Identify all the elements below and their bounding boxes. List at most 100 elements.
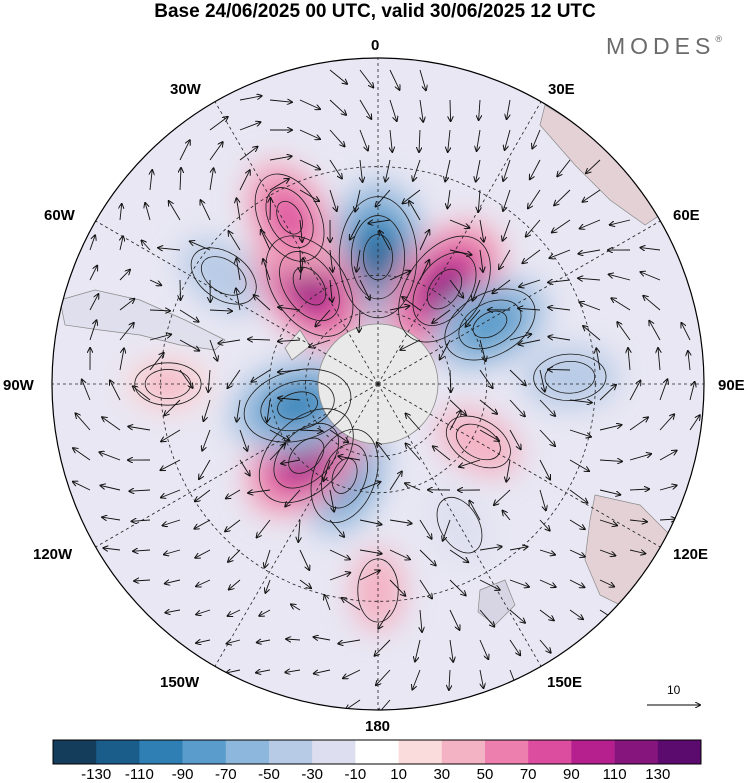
wind-vector bbox=[389, 472, 402, 491]
wind-vector bbox=[509, 579, 529, 587]
wind-vector bbox=[119, 348, 124, 371]
wind-vector bbox=[419, 260, 429, 281]
wind-vector bbox=[478, 189, 480, 212]
wind-vector bbox=[448, 129, 450, 152]
wind-vector bbox=[329, 519, 344, 537]
lon-label-180: 180 bbox=[365, 718, 391, 735]
wind-vector bbox=[586, 159, 601, 173]
wind-vector bbox=[420, 99, 423, 122]
wind-vector bbox=[101, 486, 121, 491]
wind-vector bbox=[239, 147, 258, 161]
wind-vector bbox=[412, 669, 421, 690]
wind-vector bbox=[579, 302, 601, 311]
wind-vector bbox=[522, 249, 541, 263]
wind-vector bbox=[129, 490, 151, 491]
wind-vector bbox=[419, 129, 420, 152]
lon-label-0: 0 bbox=[371, 37, 380, 54]
wind-vector bbox=[539, 429, 555, 446]
wind-vector bbox=[479, 579, 500, 590]
wind-vector bbox=[102, 417, 121, 431]
wind-vector bbox=[479, 339, 486, 361]
lon-label-120e: 120E bbox=[673, 546, 709, 563]
wind-vector bbox=[359, 519, 382, 525]
wind-vector bbox=[368, 219, 391, 223]
wind-vector bbox=[569, 579, 584, 587]
wind-vector bbox=[291, 604, 301, 611]
wind-vector bbox=[375, 639, 391, 656]
wind-vector bbox=[406, 414, 421, 431]
wind-vector bbox=[73, 448, 91, 461]
wind-vector bbox=[389, 271, 410, 281]
wind-vector bbox=[433, 446, 451, 461]
wind-vector bbox=[419, 549, 436, 565]
wind-vector bbox=[180, 168, 181, 191]
colorbar-swatch bbox=[441, 740, 486, 764]
colorbar-tick-label: 10 bbox=[390, 766, 407, 783]
contour-line bbox=[243, 368, 352, 443]
meridian-line bbox=[214, 383, 379, 667]
wind-vector bbox=[145, 203, 151, 221]
lon-label-60w: 60W bbox=[44, 207, 75, 224]
wind-vector bbox=[447, 189, 450, 208]
lon-label-30w: 30W bbox=[170, 81, 201, 98]
contour-line bbox=[398, 235, 491, 343]
colorbar-tick-label: 70 bbox=[519, 766, 537, 783]
graticule bbox=[52, 58, 704, 710]
wind-vector bbox=[449, 411, 461, 431]
wind-vector bbox=[419, 579, 432, 599]
wind-vector bbox=[237, 399, 241, 422]
wind-vector bbox=[450, 99, 451, 121]
wind-vector bbox=[161, 489, 181, 498]
wind-vector bbox=[323, 459, 331, 481]
contour-line bbox=[472, 310, 508, 339]
wind-vector bbox=[419, 230, 429, 251]
colorbar-tick-label: 110 bbox=[602, 766, 627, 783]
wind-vector bbox=[503, 189, 511, 211]
wind-vector bbox=[239, 122, 261, 131]
wind-vector bbox=[548, 337, 571, 341]
wind-vector bbox=[440, 339, 451, 359]
wind-vector bbox=[359, 549, 382, 554]
wind-vector bbox=[450, 639, 453, 662]
wind-vector bbox=[506, 459, 511, 482]
wind-vectors bbox=[73, 69, 700, 710]
wind-vector bbox=[530, 159, 541, 179]
wind-vector bbox=[389, 99, 397, 121]
wind-vector bbox=[228, 609, 241, 616]
wind-vector bbox=[432, 309, 451, 323]
wind-vector bbox=[526, 219, 541, 237]
wind-vector bbox=[479, 429, 499, 441]
wind-vector bbox=[476, 159, 481, 182]
wind-vector bbox=[599, 519, 617, 525]
wind-vector bbox=[599, 425, 621, 431]
colorbar-swatch bbox=[269, 740, 313, 764]
wind-vector bbox=[509, 399, 525, 416]
wind-vector bbox=[379, 231, 391, 251]
wind-vector bbox=[681, 323, 691, 341]
wind-vector bbox=[239, 429, 247, 451]
contour-line bbox=[265, 187, 314, 249]
wind-vector bbox=[261, 230, 271, 251]
wind-vector bbox=[628, 348, 630, 371]
wind-vector bbox=[73, 482, 91, 491]
colorbar-swatch bbox=[182, 740, 227, 764]
wind-vector bbox=[610, 219, 631, 225]
wind-vector bbox=[342, 598, 361, 611]
wind-vector bbox=[196, 640, 211, 643]
wind-vector bbox=[179, 369, 193, 388]
wind-vector bbox=[480, 249, 483, 272]
wind-vector bbox=[413, 159, 421, 181]
wind-vector bbox=[609, 274, 631, 281]
wind-vector bbox=[89, 294, 98, 311]
wind-vector bbox=[330, 249, 333, 272]
meridian-line bbox=[95, 220, 379, 385]
meridian-line bbox=[214, 101, 379, 385]
wind-vector bbox=[528, 189, 541, 208]
wind-vector bbox=[329, 189, 337, 211]
wind-vector bbox=[406, 444, 421, 461]
contour-line bbox=[363, 234, 393, 281]
wind-vector bbox=[285, 489, 301, 506]
wind-vector bbox=[376, 189, 391, 207]
contour-line bbox=[260, 380, 335, 432]
